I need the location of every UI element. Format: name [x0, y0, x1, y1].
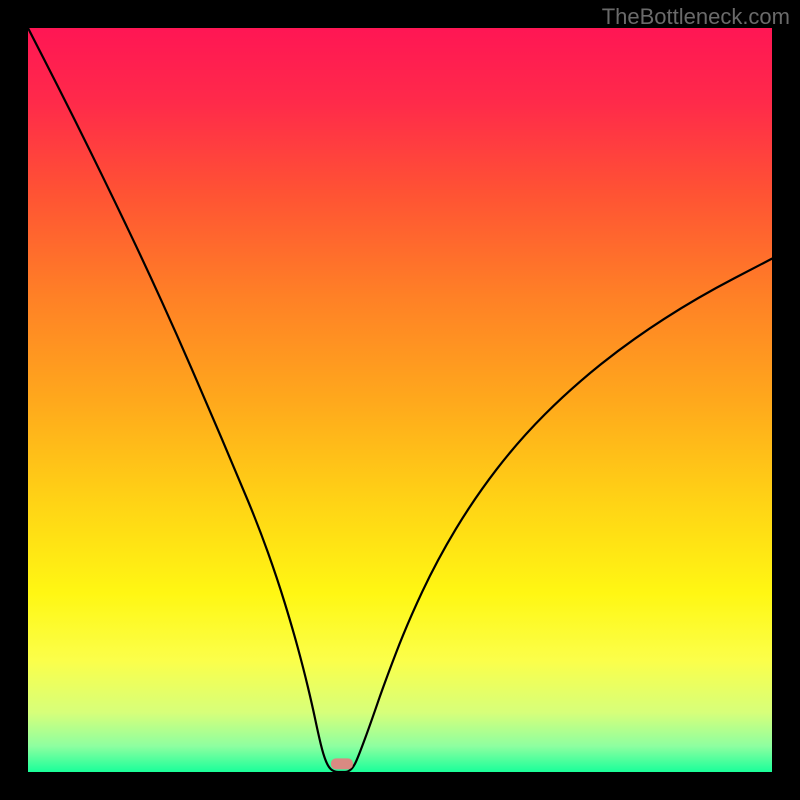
watermark-text: TheBottleneck.com — [602, 4, 790, 30]
optimal-marker — [331, 758, 353, 769]
bottleneck-chart — [0, 0, 800, 800]
chart-container: TheBottleneck.com — [0, 0, 800, 800]
